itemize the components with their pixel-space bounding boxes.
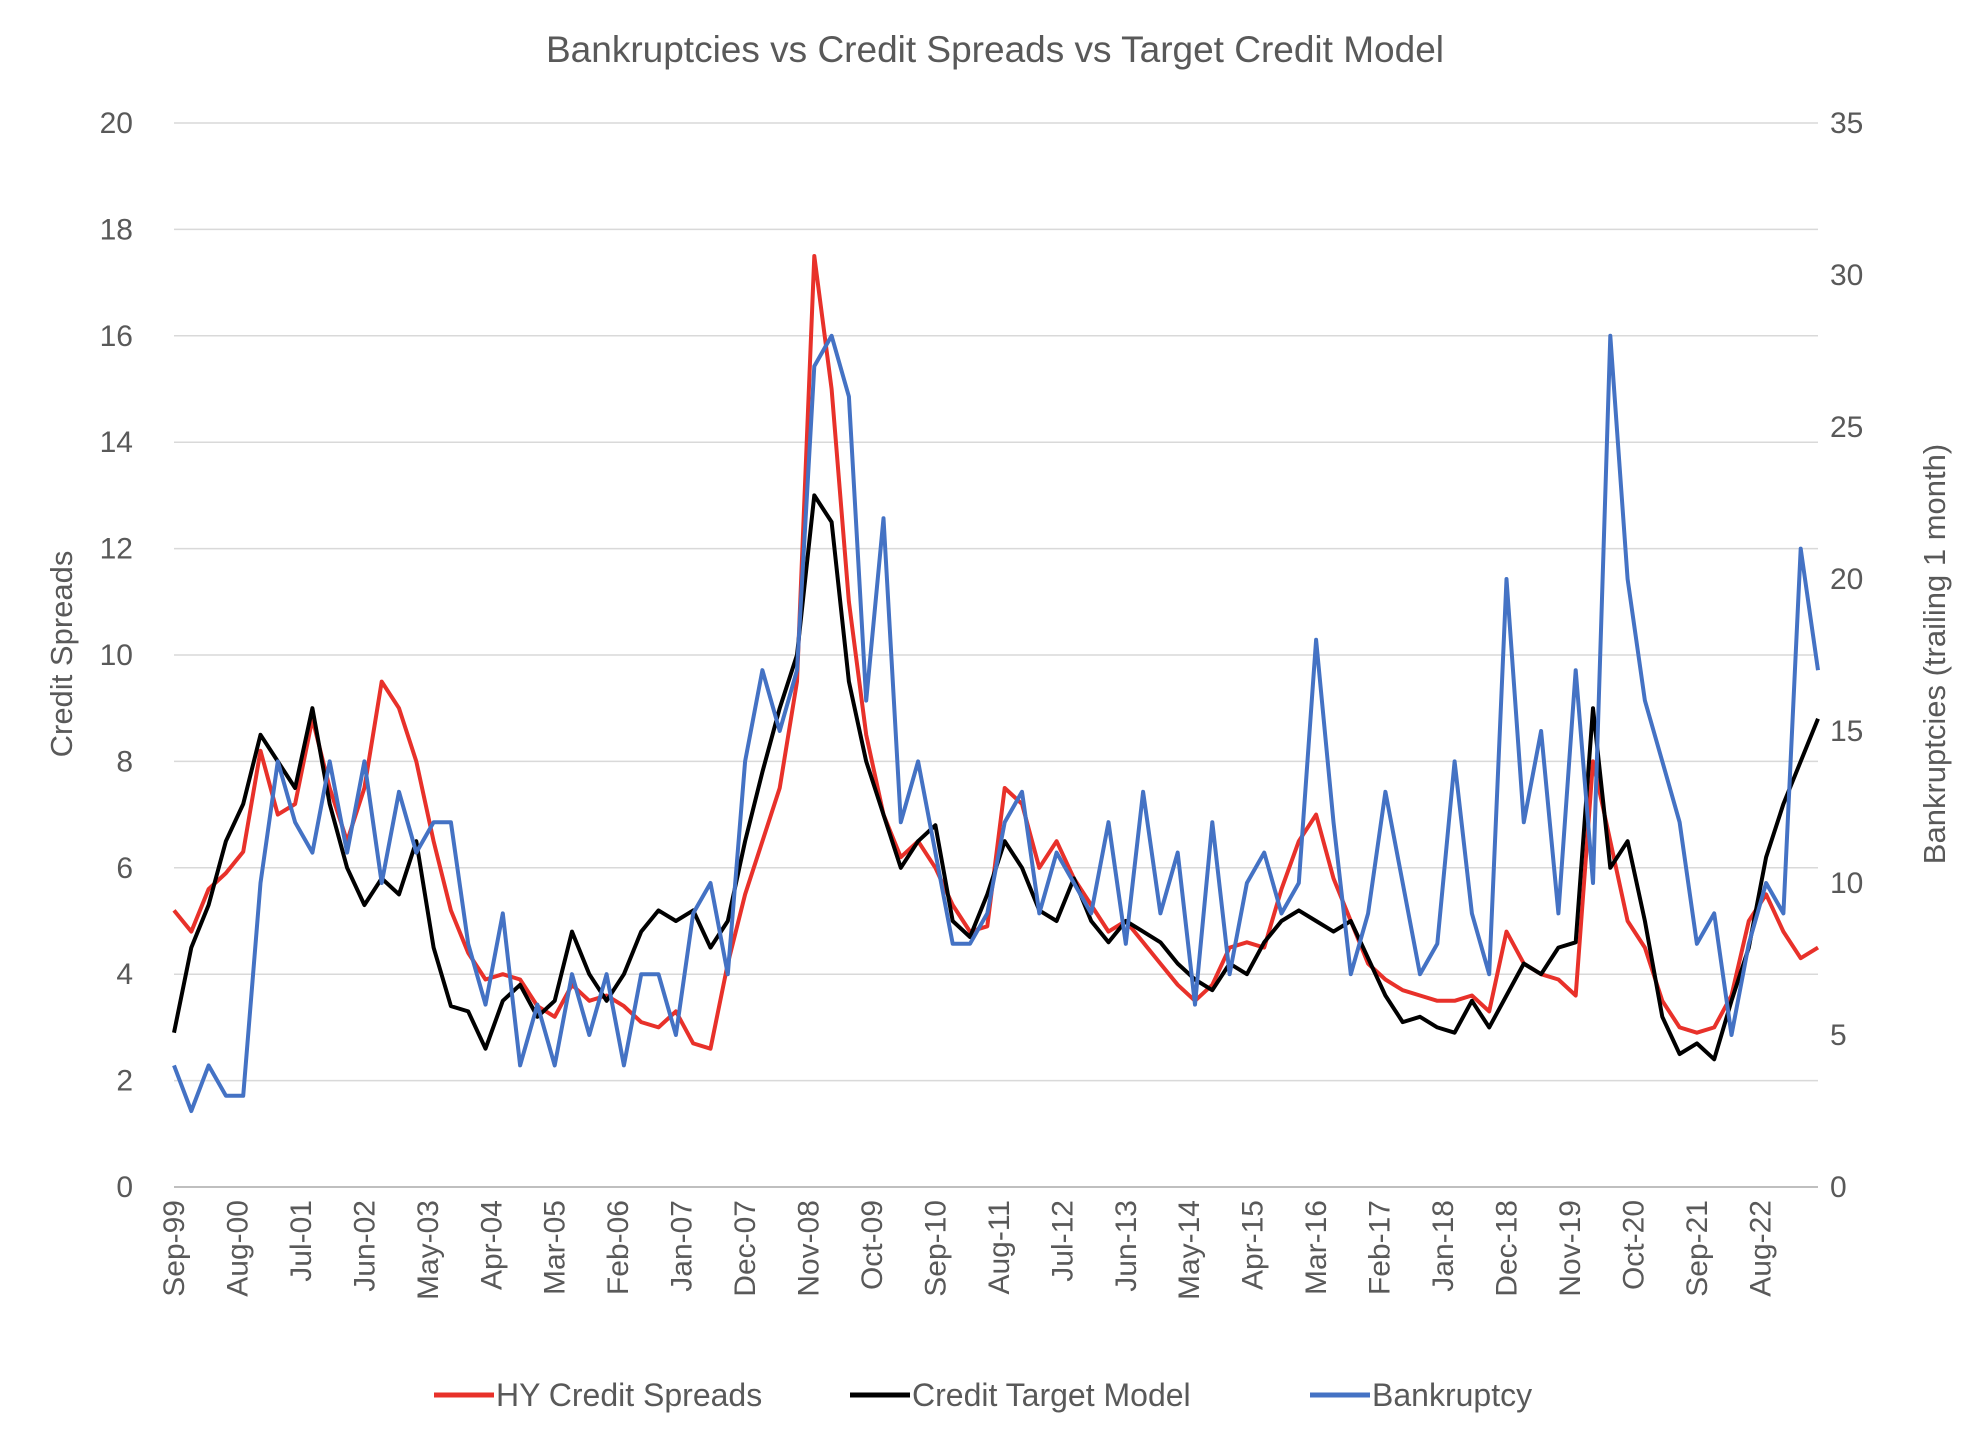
y2-tick-label: 15 (1830, 715, 1863, 748)
y2-tick-label: 20 (1830, 563, 1863, 596)
y-tick-label: 14 (100, 426, 133, 459)
chart-title: Bankruptcies vs Credit Spreads vs Target… (546, 29, 1444, 70)
y-axis-label: Credit Spreads (44, 551, 79, 758)
y-tick-label: 4 (116, 958, 133, 991)
y2-tick-label: 35 (1830, 107, 1863, 140)
y-axis-left: 0 2 4 6 8 10 12 14 16 18 20 (100, 107, 133, 1204)
legend-label: HY Credit Spreads (496, 1377, 762, 1413)
y-tick-label: 8 (116, 745, 133, 778)
x-tick-label: Jan-18 (1427, 1200, 1460, 1292)
y-tick-label: 6 (116, 852, 133, 885)
y-tick-label: 16 (100, 320, 133, 353)
x-tick-label: May-03 (412, 1200, 445, 1300)
x-tick-label: Aug-11 (983, 1200, 1016, 1295)
x-tick-label: Mar-05 (539, 1200, 572, 1295)
x-axis: Sep-99 Aug-00 Jul-01 Jun-02 May-03 Apr-04 Mar-… (158, 1200, 1777, 1300)
x-tick-label: Aug-22 (1744, 1200, 1777, 1297)
series-line-hy-credit-spreads (172, 254, 1820, 1051)
legend-label: Credit Target Model (912, 1377, 1191, 1413)
x-tick-label: Sep-21 (1681, 1200, 1714, 1297)
x-tick-label: Sep-10 (919, 1200, 952, 1297)
x-tick-label: Apr-04 (475, 1200, 508, 1290)
y-tick-label: 18 (100, 213, 133, 246)
x-tick-label: Mar-16 (1300, 1200, 1333, 1295)
x-tick-label: Feb-17 (1364, 1200, 1397, 1295)
x-tick-label: Jul-12 (1046, 1200, 1079, 1282)
y2-axis-label: Bankruptcies (trailing 1 month) (1917, 444, 1952, 864)
series-line-bankruptcy (172, 333, 1820, 1113)
y2-tick-label: 5 (1830, 1019, 1847, 1052)
x-tick-label: Jun-13 (1110, 1200, 1143, 1292)
x-tick-label: Jun-02 (348, 1200, 381, 1292)
y-tick-label: 2 (116, 1065, 133, 1098)
y-axis-right: 0 5 10 15 20 25 30 35 (1830, 107, 1863, 1204)
x-tick-label: Oct-20 (1617, 1200, 1650, 1290)
gridlines (174, 122, 1818, 1188)
y2-tick-label: 0 (1830, 1171, 1847, 1204)
y-tick-label: 0 (116, 1171, 133, 1204)
x-tick-label: Feb-06 (602, 1200, 635, 1295)
y-tick-label: 10 (100, 639, 133, 672)
x-tick-label: Oct-09 (856, 1200, 889, 1290)
y2-tick-label: 30 (1830, 259, 1863, 292)
x-tick-label: Dec-07 (729, 1200, 762, 1297)
x-tick-label: Nov-19 (1554, 1200, 1587, 1297)
y2-tick-label: 10 (1830, 867, 1863, 900)
x-tick-label: Nov-08 (793, 1200, 826, 1297)
y-tick-label: 12 (100, 533, 133, 566)
series-lines (172, 254, 1820, 1113)
x-tick-label: Apr-15 (1237, 1200, 1270, 1290)
y2-tick-label: 25 (1830, 411, 1863, 444)
legend: HY Credit Spreads Credit Target Model Bank… (434, 1377, 1532, 1413)
legend-label: Bankruptcy (1372, 1377, 1532, 1413)
y-tick-label: 20 (100, 107, 133, 140)
x-tick-label: Aug-00 (221, 1200, 254, 1297)
x-tick-label: Jul-01 (285, 1200, 318, 1282)
x-tick-label: Jan-07 (666, 1200, 699, 1292)
x-tick-label: Sep-99 (158, 1200, 191, 1297)
x-tick-label: May-14 (1173, 1200, 1206, 1300)
x-tick-label: Dec-18 (1491, 1200, 1524, 1297)
